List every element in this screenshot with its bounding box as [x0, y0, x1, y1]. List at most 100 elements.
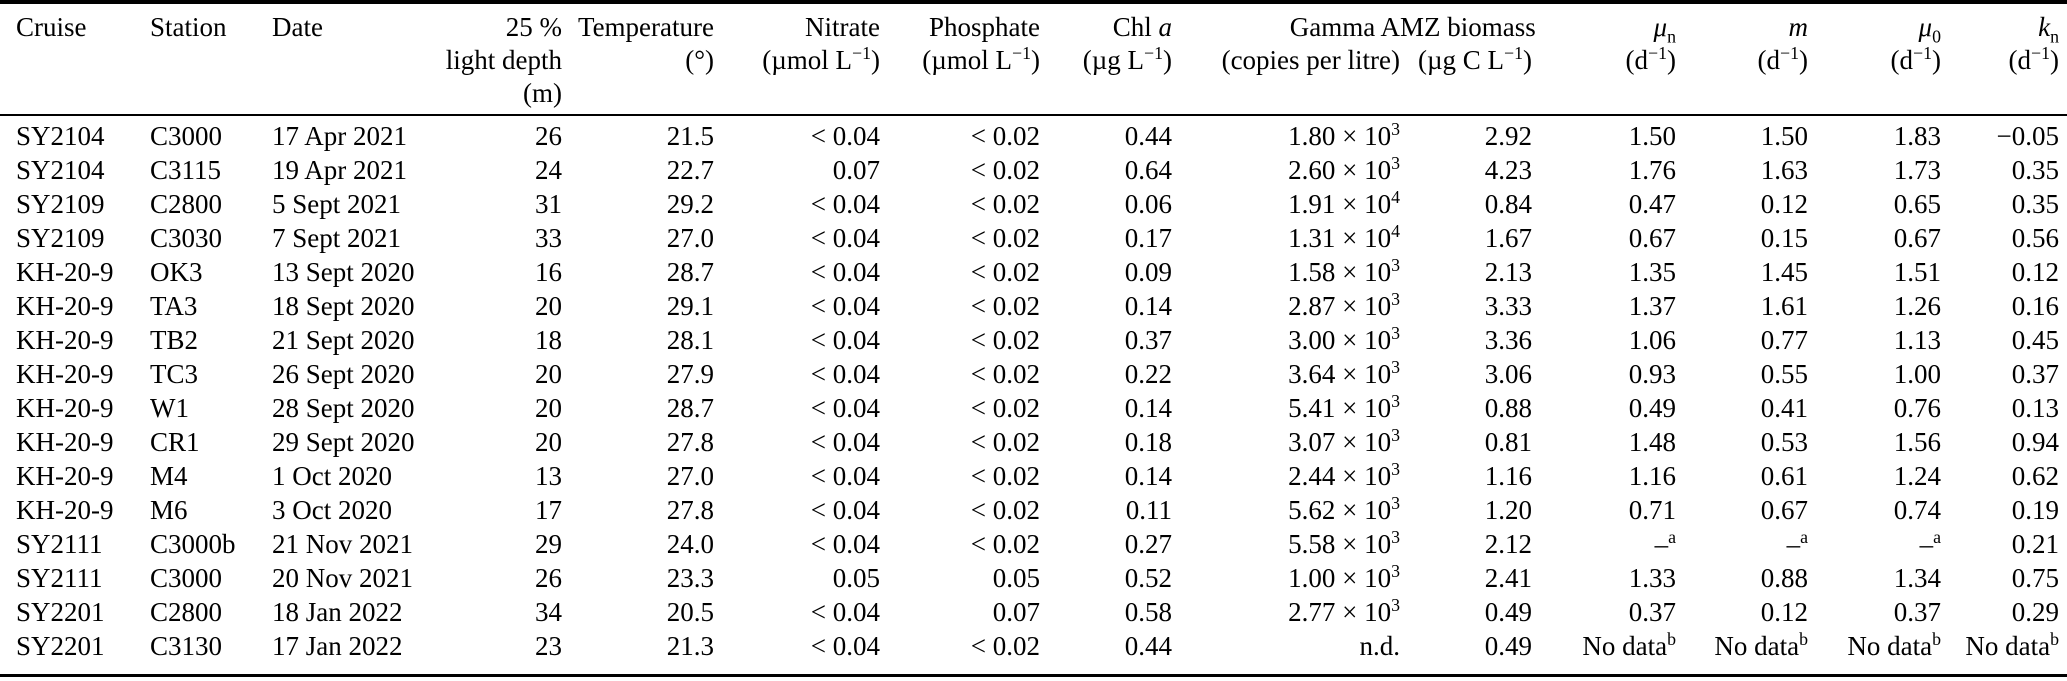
cell-station: CR1	[150, 427, 200, 457]
cell-mu-n: 1.37	[1628, 291, 1676, 321]
cell-light-depth: 18	[535, 325, 562, 355]
cell-nitrate: < 0.04	[810, 291, 880, 321]
cell-temperature: 27.9	[666, 359, 714, 389]
cell-m: 0.12	[1760, 189, 1808, 219]
cell-chl-a: 0.18	[1124, 427, 1172, 457]
cell-nitrate: < 0.04	[810, 597, 880, 627]
cell-mz-biomass: 0.81	[1484, 427, 1532, 457]
cell-station: C3030	[150, 223, 223, 253]
cell-light-depth: 33	[535, 223, 562, 253]
cell-station: TA3	[150, 291, 198, 321]
cell-m: –a	[1786, 527, 1808, 559]
cell-station: M4	[150, 461, 188, 491]
cell-k-n: 0.37	[2011, 359, 2059, 389]
cell-cruise: SY2104	[16, 121, 105, 151]
cell-station: C2800	[150, 189, 223, 219]
cell-gamma-a: 2.60 × 103	[1288, 153, 1400, 185]
cell-mz-biomass: 2.92	[1484, 121, 1532, 151]
cell-cruise: KH-20-9	[16, 325, 114, 355]
cell-gamma-a: 1.58 × 103	[1288, 255, 1400, 287]
cell-cruise: SY2111	[16, 529, 103, 559]
cell-phosphate: < 0.02	[970, 427, 1040, 457]
cell-date: 13 Sept 2020	[272, 257, 415, 287]
cell-k-n: 0.21	[2011, 529, 2059, 559]
cell-k-n: 0.13	[2011, 393, 2059, 423]
cell-mu-0: 0.76	[1893, 393, 1941, 423]
table-row: SY2201 C3130 17 Jan 2022 23 21.3 < 0.04 < 0.02…	[0, 629, 2067, 663]
cell-station: TC3	[150, 359, 199, 389]
cell-phosphate: < 0.02	[970, 359, 1040, 389]
cell-phosphate: < 0.02	[970, 631, 1040, 661]
cell-gamma-a: 1.80 × 103	[1288, 119, 1400, 151]
cell-phosphate: 0.07	[992, 597, 1040, 627]
cell-nitrate: < 0.04	[810, 223, 880, 253]
cell-nitrate: < 0.04	[810, 529, 880, 559]
cell-date: 7 Sept 2021	[272, 223, 402, 253]
cell-mu-0: 1.83	[1893, 121, 1941, 151]
cell-mz-biomass: 0.49	[1484, 631, 1532, 661]
cell-nitrate: < 0.04	[810, 495, 880, 525]
table-row: KH-20-9 M6 3 Oct 2020 17 27.8 < 0.04 < 0.02 0.1…	[0, 493, 2067, 527]
column-header-gamma-a: Gamma A (copies per litre)	[1172, 4, 1400, 116]
cell-mu-0: 1.51	[1893, 257, 1941, 287]
cell-phosphate: < 0.02	[970, 257, 1040, 287]
cell-cruise: SY2109	[16, 223, 105, 253]
cell-nitrate: < 0.04	[810, 631, 880, 661]
cell-mu-0: 1.00	[1893, 359, 1941, 389]
cell-phosphate: < 0.02	[970, 121, 1040, 151]
cell-chl-a: 0.09	[1124, 257, 1172, 287]
cell-mu-n: 1.48	[1628, 427, 1676, 457]
cell-chl-a: 0.52	[1124, 563, 1172, 593]
cell-cruise: SY2201	[16, 631, 105, 661]
cell-k-n: 0.75	[2011, 563, 2059, 593]
cell-date: 20 Nov 2021	[272, 563, 413, 593]
cell-phosphate: < 0.02	[970, 291, 1040, 321]
cell-mu-0: 0.37	[1893, 597, 1941, 627]
cell-mz-biomass: 3.33	[1484, 291, 1532, 321]
cell-temperature: 21.5	[666, 121, 714, 151]
cell-mu-n: 0.93	[1628, 359, 1676, 389]
cell-gamma-a: n.d.	[1359, 631, 1401, 661]
cell-chl-a: 0.17	[1124, 223, 1172, 253]
cell-temperature: 27.0	[666, 223, 714, 253]
column-header-mu-n: μn (d−1)	[1532, 4, 1676, 116]
cell-k-n: 0.35	[2011, 189, 2059, 219]
cell-mu-0: 1.56	[1893, 427, 1941, 457]
cell-light-depth: 34	[535, 597, 562, 627]
cell-k-n: 0.35	[2011, 155, 2059, 185]
cell-m: 0.53	[1760, 427, 1808, 457]
table-row: SY2201 C2800 18 Jan 2022 34 20.5 < 0.04 0.07 0.…	[0, 595, 2067, 629]
cell-station: C3000	[150, 121, 223, 151]
cell-station: C2800	[150, 597, 223, 627]
table-body: SY2104 C3000 17 Apr 2021 26 21.5 < 0.04 < 0.02…	[0, 115, 2067, 663]
column-header-nitrate: Nitrate (µmol L−1)	[714, 4, 880, 116]
cell-phosphate: < 0.02	[970, 189, 1040, 219]
cell-mu-n: 0.47	[1628, 189, 1676, 219]
cell-mu-0: 1.34	[1893, 563, 1941, 593]
cell-gamma-a: 2.44 × 103	[1288, 459, 1400, 491]
table-row: KH-20-9 TA3 18 Sept 2020 20 29.1 < 0.04 < 0.02…	[0, 289, 2067, 323]
cell-phosphate: < 0.02	[970, 155, 1040, 185]
cell-mz-biomass: 2.12	[1484, 529, 1532, 559]
cell-gamma-a: 5.62 × 103	[1288, 493, 1400, 525]
cell-gamma-a: 2.87 × 103	[1288, 289, 1400, 321]
cell-m: 1.50	[1760, 121, 1808, 151]
cell-nitrate: 0.07	[832, 155, 880, 185]
cell-mu-n: 0.67	[1628, 223, 1676, 253]
cell-gamma-a: 1.31 × 104	[1288, 221, 1400, 253]
cell-k-n: 0.29	[2011, 597, 2059, 627]
cell-light-depth: 23	[535, 631, 562, 661]
cell-date: 21 Sept 2020	[272, 325, 415, 355]
cell-m: 0.12	[1760, 597, 1808, 627]
cell-mz-biomass: 3.36	[1484, 325, 1532, 355]
cell-m: 0.77	[1760, 325, 1808, 355]
cell-nitrate: < 0.04	[810, 427, 880, 457]
cell-mz-biomass: 0.49	[1484, 597, 1532, 627]
cell-date: 26 Sept 2020	[272, 359, 415, 389]
cell-light-depth: 24	[535, 155, 562, 185]
cell-m: No datab	[1714, 629, 1808, 661]
cell-phosphate: < 0.02	[970, 529, 1040, 559]
table-row: SY2111 C3000b 21 Nov 2021 29 24.0 < 0.04 < 0.0…	[0, 527, 2067, 561]
cell-temperature: 27.8	[666, 495, 714, 525]
